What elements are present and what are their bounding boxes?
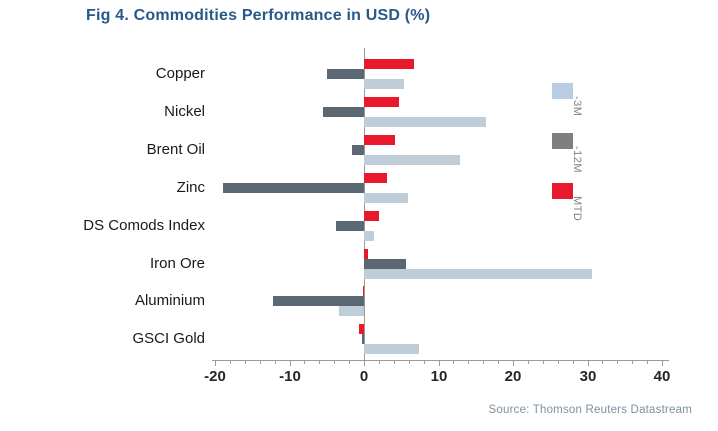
x-axis-minor-tick [275,361,276,364]
category-label-iron-ore: Iron Ore [149,255,205,272]
bar-copper-mtd [364,59,414,69]
bar-ds-comods-index-mtd [364,211,379,221]
bar-zinc-12m [223,183,364,193]
x-axis-minor-tick [334,361,335,364]
bar-brent-oil-mtd [364,135,395,145]
x-tick-label: -10 [279,368,301,385]
legend-swatch-3m [552,83,573,99]
x-axis-major-tick [215,361,216,366]
bar-brent-oil-3m [364,155,460,165]
x-tick-label: 40 [653,368,671,385]
x-axis-major-tick [439,361,440,366]
x-axis-minor-tick [498,361,499,364]
bar-gsci-gold-12m [362,334,364,344]
bar-iron-ore-3m [364,269,592,279]
x-tick-label: 10 [430,368,448,385]
x-axis-major-tick [364,361,365,366]
x-axis-minor-tick [304,361,305,364]
legend-label-12m: -12M [571,146,583,174]
bar-iron-ore-mtd [364,249,368,259]
x-axis-minor-tick [528,361,529,364]
bar-copper-3m [364,79,404,89]
x-axis-minor-tick [409,361,410,364]
x-axis-minor-tick [647,361,648,364]
x-axis-minor-tick [632,361,633,364]
category-label-zinc: Zinc [176,179,205,196]
x-axis-minor-tick [394,361,395,364]
legend-label-3m: -3M [571,96,583,117]
x-axis-minor-tick [245,361,246,364]
x-tick-label: 30 [579,368,597,385]
x-axis-major-tick [513,361,514,366]
x-axis-minor-tick [543,361,544,364]
bar-iron-ore-12m [364,259,406,269]
bar-aluminium-3m [339,306,364,316]
category-label-ds-comods-index: DS Comods Index [83,217,205,234]
category-label-gsci-gold: GSCI Gold [132,330,205,347]
x-axis-minor-tick [424,361,425,364]
x-axis-minor-tick [260,361,261,364]
x-tick-label: 0 [359,368,369,385]
x-axis-minor-tick [558,361,559,364]
bar-aluminium-12m [273,296,364,306]
bar-aluminium-mtd [363,286,364,296]
x-axis-minor-tick [453,361,454,364]
x-axis-minor-tick [483,361,484,364]
bar-nickel-mtd [364,97,399,107]
bar-gsci-gold-3m [364,344,419,354]
x-axis-major-tick [290,361,291,366]
x-axis-line [212,360,669,361]
bar-gsci-gold-mtd [359,324,364,334]
bar-ds-comods-index-12m [336,221,364,231]
x-axis-minor-tick [319,361,320,364]
category-label-copper: Copper [155,65,205,82]
bar-nickel-12m [323,107,364,117]
x-axis-minor-tick [230,361,231,364]
legend-swatch-12m [552,133,573,149]
x-axis-major-tick [662,361,663,366]
x-axis-minor-tick [468,361,469,364]
legend-label-mtd: MTD [571,196,583,222]
x-axis-minor-tick [602,361,603,364]
bar-brent-oil-12m [352,145,364,155]
zero-gridline [364,48,365,360]
category-label-brent-oil: Brent Oil [146,141,205,158]
x-axis-major-tick [588,361,589,366]
x-axis-minor-tick [573,361,574,364]
bar-zinc-3m [364,193,408,203]
x-axis-minor-tick [349,361,350,364]
bar-copper-12m [327,69,364,79]
x-axis-minor-tick [617,361,618,364]
bar-nickel-3m [364,117,486,127]
x-tick-label: -20 [204,368,226,385]
x-tick-label: 20 [504,368,522,385]
source-note: Source: Thomson Reuters Datastream [488,404,692,416]
legend-swatch-mtd [552,183,573,199]
bar-zinc-mtd [364,173,387,183]
category-label-nickel: Nickel [164,103,205,120]
bar-ds-comods-index-3m [364,231,374,241]
category-label-aluminium: Aluminium [134,292,205,309]
chart-title: Fig 4. Commodities Performance in USD (%… [86,7,431,24]
x-axis-minor-tick [379,361,380,364]
